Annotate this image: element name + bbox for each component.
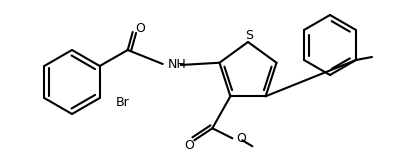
Text: O: O	[185, 139, 194, 152]
Text: S: S	[245, 28, 253, 41]
Text: O: O	[236, 132, 246, 145]
Text: NH: NH	[168, 59, 187, 72]
Text: Br: Br	[116, 96, 129, 108]
Text: O: O	[136, 21, 145, 35]
